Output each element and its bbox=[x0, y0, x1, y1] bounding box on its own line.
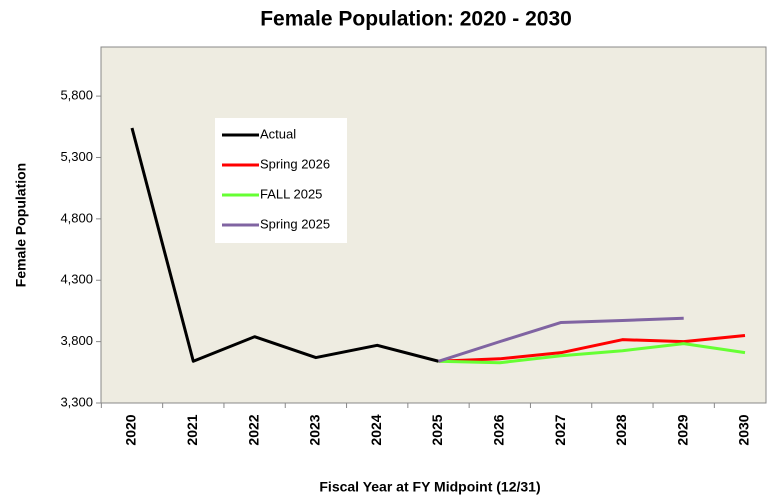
x-tick-label: 2028 bbox=[613, 414, 629, 445]
y-tick-label: 5,300 bbox=[60, 149, 93, 164]
x-tick-label: 2030 bbox=[736, 414, 752, 445]
x-tick-label: 2022 bbox=[245, 414, 261, 445]
x-tick-label: 2025 bbox=[429, 414, 445, 445]
x-tick-label: 2023 bbox=[307, 414, 323, 445]
series-line bbox=[438, 316, 684, 363]
legend-box bbox=[215, 118, 347, 243]
y-tick-label: 4,300 bbox=[60, 272, 93, 287]
y-tick-label: 3,300 bbox=[60, 394, 93, 409]
legend-label: Actual bbox=[260, 126, 296, 141]
x-tick-label: 2027 bbox=[552, 414, 568, 445]
x-tick-label: 2020 bbox=[123, 414, 139, 445]
series-line bbox=[130, 127, 439, 363]
y-tick-label: 3,800 bbox=[60, 333, 93, 348]
x-axis-title: Fiscal Year at FY Midpoint (12/31) bbox=[319, 479, 540, 495]
x-tick-label: 2021 bbox=[184, 414, 200, 445]
y-axis-title: Female Population bbox=[13, 163, 29, 287]
x-tick-label: 2024 bbox=[368, 414, 384, 445]
y-tick-label: 5,800 bbox=[60, 88, 93, 103]
legend-label: Spring 2025 bbox=[260, 216, 330, 231]
legend-label: FALL 2025 bbox=[260, 186, 322, 201]
series-line bbox=[438, 333, 746, 363]
y-tick-label: 4,800 bbox=[60, 210, 93, 225]
x-tick-label: 2026 bbox=[491, 414, 507, 445]
series-line bbox=[438, 342, 746, 365]
plot-area bbox=[100, 46, 767, 404]
x-tick-label: 2029 bbox=[674, 414, 690, 445]
chart-title: Female Population: 2020 - 2030 bbox=[260, 8, 572, 31]
legend-label: Spring 2026 bbox=[260, 156, 330, 171]
